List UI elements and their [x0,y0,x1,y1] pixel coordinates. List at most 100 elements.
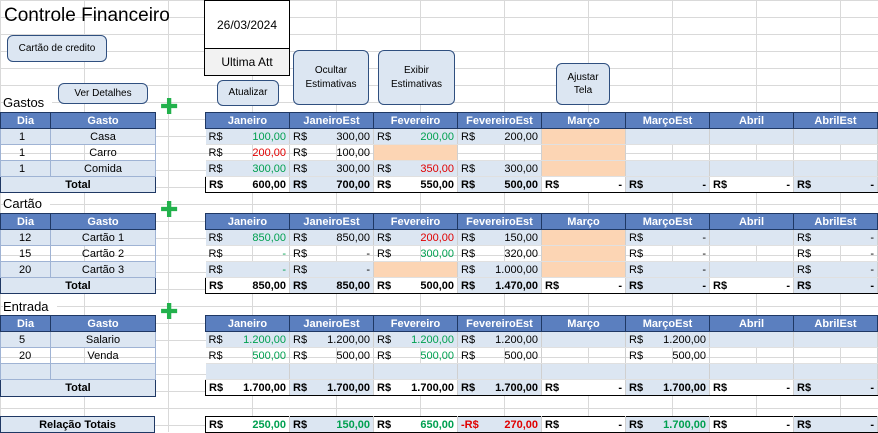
month-cell[interactable] [625,144,710,161]
row-dia[interactable]: 20 [0,261,51,278]
month-cell[interactable] [541,229,626,246]
row-gasto[interactable]: Comida [50,160,156,177]
month-cell[interactable] [541,128,626,145]
month-cell[interactable] [373,363,458,380]
row-dia[interactable]: 12 [0,229,51,246]
month-cell[interactable]: R$ 200,00 [373,229,458,246]
month-cell[interactable] [457,363,542,380]
row-gasto[interactable]: Cartão 2 [50,245,156,262]
month-cell[interactable]: R$ 1.200,00 [205,331,290,348]
month-cell[interactable] [625,363,710,380]
month-cell[interactable] [793,144,878,161]
month-cell[interactable]: R$ 1.000,00 [457,261,542,278]
month-cell[interactable]: R$ - [793,245,878,262]
month-cell[interactable] [709,160,794,177]
row-gasto[interactable]: Cartão 3 [50,261,156,278]
month-cell[interactable]: R$ 320,00 [457,245,542,262]
month-cell[interactable]: R$ - [205,245,290,262]
month-cell[interactable] [793,331,878,348]
month-cell[interactable] [373,261,458,278]
month-cell[interactable] [457,144,542,161]
refresh-button[interactable]: Atualizar [217,80,279,106]
month-cell[interactable] [709,144,794,161]
month-cell[interactable] [289,363,374,380]
month-cell[interactable] [709,245,794,262]
month-cell[interactable]: R$ 1.200,00 [457,331,542,348]
month-cell[interactable] [625,128,710,145]
row-dia[interactable]: 15 [0,245,51,262]
month-cell[interactable]: R$ 500,00 [205,347,290,364]
month-cell[interactable]: R$ 300,00 [373,245,458,262]
month-cell[interactable]: R$ 850,00 [205,229,290,246]
month-cell[interactable]: R$ 300,00 [289,160,374,177]
month-cell[interactable] [373,144,458,161]
month-cell[interactable]: R$ - [625,229,710,246]
month-cell[interactable]: R$ - [205,261,290,278]
month-cell[interactable] [709,261,794,278]
month-cell[interactable]: R$ 300,00 [289,128,374,145]
month-cell[interactable]: R$ 200,00 [373,128,458,145]
month-cell[interactable]: R$ - [793,261,878,278]
month-cell[interactable] [541,245,626,262]
month-cell[interactable] [625,160,710,177]
month-cell[interactable] [541,160,626,177]
month-cell[interactable]: R$ 300,00 [457,160,542,177]
month-cell[interactable]: R$ 200,00 [457,128,542,145]
month-cell[interactable] [709,363,794,380]
month-cell[interactable]: R$ 350,00 [373,160,458,177]
month-cell[interactable] [541,347,626,364]
month-cell[interactable] [541,144,626,161]
empty-cell[interactable] [50,363,156,380]
month-cell[interactable]: R$ - [289,261,374,278]
month-cell[interactable]: R$ 1.200,00 [289,331,374,348]
row-dia[interactable]: 1 [0,160,51,177]
month-cell[interactable]: R$ - [625,261,710,278]
month-cell[interactable]: R$ - [625,245,710,262]
month-cell[interactable] [541,331,626,348]
row-dia[interactable]: 1 [0,128,51,145]
month-cell[interactable] [709,331,794,348]
month-cell[interactable] [709,347,794,364]
add-expense-icon[interactable]: ✚ [160,94,179,119]
month-cell[interactable]: R$ - [793,229,878,246]
fit-screen-button[interactable]: Ajustar Tela [556,63,610,105]
month-cell[interactable]: R$ 150,00 [457,229,542,246]
row-dia[interactable]: 5 [0,331,51,348]
month-cell[interactable]: R$ 100,00 [205,128,290,145]
month-cell[interactable]: R$ 500,00 [373,347,458,364]
show-estimates-button[interactable]: Exibir Estimativas [378,50,455,105]
credit-card-button[interactable]: Cartão de credito [7,35,107,62]
month-cell[interactable] [709,128,794,145]
month-cell[interactable]: R$ - [289,245,374,262]
row-gasto[interactable]: Cartão 1 [50,229,156,246]
empty-cell[interactable] [0,363,51,380]
hide-estimates-button[interactable]: Ocultar Estimativas [293,50,369,105]
month-cell[interactable]: R$ 500,00 [289,347,374,364]
month-cell[interactable] [793,128,878,145]
row-gasto[interactable]: Salario [50,331,156,348]
month-cell[interactable]: R$ 1.200,00 [373,331,458,348]
row-dia[interactable]: 1 [0,144,51,161]
row-dia[interactable]: 20 [0,347,51,364]
month-cell[interactable] [541,363,626,380]
month-cell[interactable]: R$ 300,00 [205,160,290,177]
row-gasto[interactable]: Venda [50,347,156,364]
month-cell[interactable]: R$ 200,00 [205,144,290,161]
month-cell[interactable]: R$ 500,00 [625,347,710,364]
add-card-expense-icon[interactable]: ✚ [160,197,179,222]
month-cell[interactable]: R$ 500,00 [457,347,542,364]
month-cell[interactable]: R$ 1.200,00 [625,331,710,348]
row-gasto[interactable]: Casa [50,128,156,145]
month-cell[interactable] [709,229,794,246]
month-cell[interactable] [541,261,626,278]
month-cell[interactable] [793,347,878,364]
month-cell[interactable] [793,363,878,380]
month-cell[interactable] [793,160,878,177]
month-cell[interactable]: R$ 100,00 [289,144,374,161]
month-cell[interactable]: R$ 850,00 [289,229,374,246]
row-gasto[interactable]: Carro [50,144,156,161]
total-cell: R$ 700,00 [289,176,374,193]
add-income-icon[interactable]: ✚ [160,299,179,324]
details-button[interactable]: Ver Detalhes [58,83,148,104]
month-cell[interactable] [205,363,290,380]
